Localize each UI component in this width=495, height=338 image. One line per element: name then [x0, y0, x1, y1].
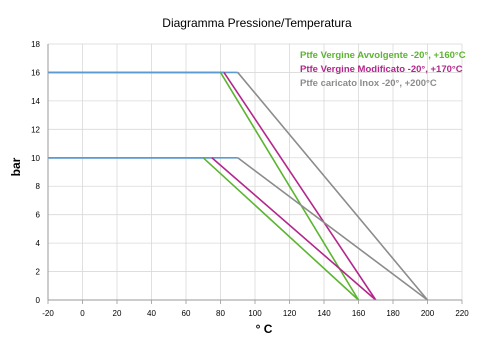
slope-line-series-3-1	[237, 71, 429, 301]
y-tick-labels: 0 2 4 6 8 10 12 14 16 18	[31, 40, 40, 305]
y-tick-label: 0	[36, 296, 41, 305]
y-tick-label: 10	[31, 154, 40, 163]
x-tick-label: 80	[216, 309, 225, 318]
x-tick-label: 100	[248, 309, 262, 318]
slope-line-series-2-2	[211, 157, 377, 301]
y-tick-label: 2	[36, 268, 41, 277]
legend-entry: Ptfe Vergine Avvolgente -20°, +160°C	[300, 50, 466, 61]
y-tick-label: 16	[31, 68, 40, 77]
x-tick-label: 140	[317, 309, 331, 318]
grid-lines	[47, 43, 463, 301]
x-tick-label: 160	[352, 309, 366, 318]
y-tick-label: 8	[36, 182, 41, 191]
x-tick-label: -20	[42, 309, 54, 318]
chart-title: Diagramma Pressione/Temperatura	[162, 16, 352, 30]
legend-entry: Ptfe caricato Inox -20°, +200°C	[300, 78, 437, 89]
x-tick-label: 60	[182, 309, 191, 318]
x-tick-label: 120	[283, 309, 297, 318]
y-tick-label: 4	[36, 239, 41, 248]
slope-line-series-1-2	[202, 157, 360, 301]
axes	[47, 44, 463, 304]
y-tick-label: 14	[31, 97, 40, 106]
x-tick-label: 0	[80, 309, 85, 318]
y-tick-label: 6	[36, 211, 41, 220]
x-tick-label: 180	[386, 309, 400, 318]
flat-pressure-lines	[48, 71, 238, 159]
slope-line-series-2-1	[223, 72, 377, 301]
legend-entry: Ptfe Vergine Modificato -20°, +170°C	[300, 64, 463, 75]
legend: Ptfe Vergine Avvolgente -20°, +160°C Ptfe…	[300, 50, 466, 89]
x-tick-label: 200	[421, 309, 435, 318]
y-tick-label: 18	[31, 40, 40, 49]
slope-line-series-3-2	[237, 157, 428, 301]
x-tick-labels: -20 0 20 40 60 80 100 120 140 160 180 200 220	[42, 309, 469, 318]
y-tick-label: 12	[31, 125, 40, 134]
x-axis-title: ° C	[256, 322, 273, 336]
x-tick-label: 220	[455, 309, 469, 318]
series-lines	[202, 71, 429, 301]
slope-line-series-1-1	[219, 72, 360, 301]
x-tick-label: 20	[113, 309, 122, 318]
x-tick-label: 40	[147, 309, 156, 318]
y-axis-title: bar	[9, 157, 23, 176]
